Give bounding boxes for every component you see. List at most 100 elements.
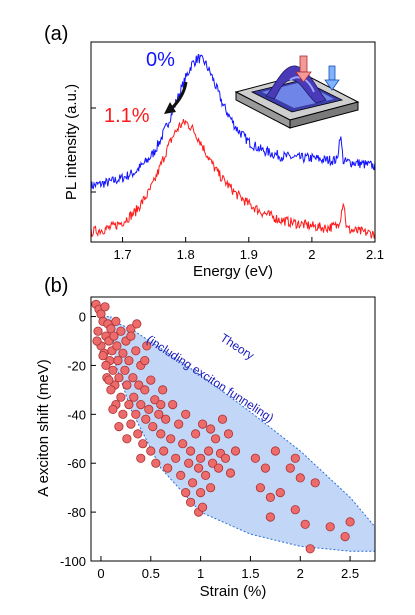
device-schematic-icon <box>236 56 358 128</box>
data-point <box>326 523 334 531</box>
panel-b-ylabel: A exciton shift (meV) <box>35 359 52 497</box>
data-point <box>152 459 160 467</box>
data-point <box>159 386 167 394</box>
data-point <box>201 471 209 479</box>
data-point <box>251 454 259 462</box>
data-point <box>276 488 284 496</box>
data-point <box>175 420 183 428</box>
data-point <box>169 400 177 408</box>
data-point <box>107 386 115 394</box>
panel-a-xtick-label: 2 <box>308 247 315 262</box>
data-point <box>286 464 294 472</box>
data-point <box>186 498 194 506</box>
data-point <box>132 410 140 418</box>
panel-b-ytick-label: -100 <box>60 554 86 569</box>
data-point <box>112 317 120 325</box>
data-point <box>346 518 354 526</box>
data-point <box>218 415 226 423</box>
data-point <box>141 356 149 364</box>
panel-b-xtick-label: 1 <box>197 566 204 581</box>
panel-a-xlabel: Energy (eV) <box>193 263 273 280</box>
data-point <box>196 488 204 496</box>
data-point <box>341 532 349 540</box>
data-point <box>123 381 131 389</box>
data-point <box>139 440 147 448</box>
data-point <box>119 349 127 357</box>
data-point <box>211 435 219 443</box>
data-point <box>206 484 214 492</box>
data-point <box>204 447 212 455</box>
data-point <box>291 454 299 462</box>
data-point <box>157 430 165 438</box>
panel-b-xtick-label: 0.5 <box>142 566 160 581</box>
panel-b-ytick-label: -40 <box>67 407 86 422</box>
data-point <box>191 430 199 438</box>
data-point <box>164 464 172 472</box>
data-point <box>137 400 145 408</box>
data-point <box>114 356 122 364</box>
data-point <box>109 405 117 413</box>
data-point <box>130 393 138 401</box>
data-point <box>132 347 140 355</box>
data-point <box>266 493 274 501</box>
panel-b-ytick-label: -80 <box>67 505 86 520</box>
data-point <box>266 513 274 521</box>
theory-label: Theory <box>218 331 257 363</box>
panel-a-xtick-label: 2.1 <box>366 247 384 262</box>
data-point <box>311 479 319 487</box>
data-point <box>206 425 214 433</box>
data-point <box>145 405 153 413</box>
data-point <box>133 320 141 328</box>
data-point <box>157 400 165 408</box>
data-point <box>99 352 107 360</box>
data-point <box>127 332 135 340</box>
series-label-0pct: 0% <box>146 49 175 71</box>
data-point <box>125 356 133 364</box>
data-point <box>214 464 222 472</box>
data-point <box>231 447 239 455</box>
data-point <box>177 471 185 479</box>
data-point <box>134 430 142 438</box>
data-point <box>186 447 194 455</box>
data-point <box>117 393 125 401</box>
data-point <box>141 386 149 394</box>
data-point <box>224 430 232 438</box>
data-point <box>117 327 125 335</box>
data-point <box>101 303 109 311</box>
panel-a-xtick-label: 1.8 <box>177 247 195 262</box>
data-point <box>142 415 150 423</box>
panel-b-xtick-label: 0 <box>97 566 104 581</box>
panel-b-xtick-label: 1.5 <box>241 566 259 581</box>
panel-a-xtick-label: 1.9 <box>240 247 258 262</box>
data-point <box>271 447 279 455</box>
data-point <box>296 474 304 482</box>
data-point <box>291 506 299 514</box>
data-point <box>185 459 193 467</box>
data-point <box>179 440 187 448</box>
data-point <box>105 376 113 384</box>
panel-b-ytick-label: -60 <box>67 456 86 471</box>
data-point <box>115 374 123 382</box>
data-point <box>261 464 269 472</box>
panel-a-ylabel: PL intensity (a.u.) <box>63 84 80 200</box>
panel-b-ytick-label: -20 <box>67 358 86 373</box>
data-point <box>182 488 190 496</box>
panel-b-xtick-label: 2 <box>297 566 304 581</box>
data-point <box>123 435 131 443</box>
data-point <box>256 484 264 492</box>
data-point <box>147 447 155 455</box>
data-point <box>102 361 110 369</box>
data-point <box>149 422 157 430</box>
data-point <box>167 435 175 443</box>
data-point <box>125 400 133 408</box>
series-label-11pct: 1.1% <box>104 105 150 127</box>
data-point <box>301 520 309 528</box>
panel-a-label: (a) <box>44 23 68 45</box>
data-point <box>93 337 101 345</box>
series-line-11pct <box>91 119 375 238</box>
panel-b-xtick-label: 2.5 <box>341 566 359 581</box>
data-point <box>115 422 123 430</box>
data-point <box>119 410 127 418</box>
data-point <box>160 447 168 455</box>
